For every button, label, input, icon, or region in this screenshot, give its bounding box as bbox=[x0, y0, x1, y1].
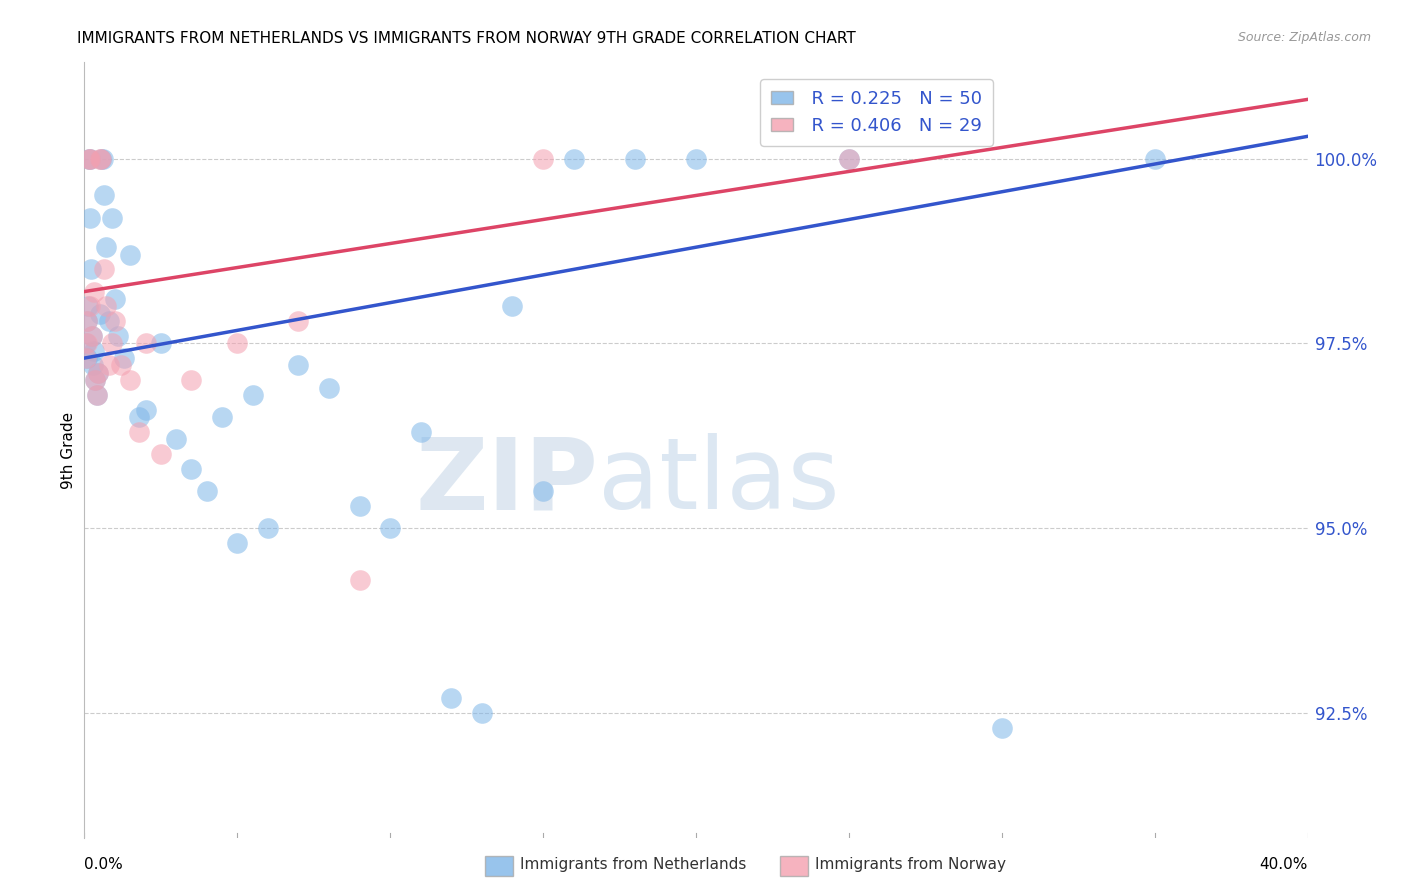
Point bbox=[120, 247, 142, 261]
Point bbox=[90, 152, 112, 166]
Point bbox=[180, 462, 202, 476]
Point bbox=[128, 425, 150, 439]
Point bbox=[226, 536, 249, 550]
Point bbox=[77, 152, 100, 166]
Point bbox=[93, 262, 115, 277]
Point bbox=[79, 211, 101, 225]
Point bbox=[89, 307, 111, 321]
Point bbox=[242, 388, 264, 402]
Point bbox=[91, 152, 114, 166]
Point bbox=[110, 359, 132, 373]
Point bbox=[991, 721, 1014, 735]
Point bbox=[112, 351, 135, 365]
Point bbox=[180, 373, 202, 387]
Point bbox=[84, 373, 107, 387]
Point bbox=[349, 499, 371, 513]
Point bbox=[318, 381, 340, 395]
Point bbox=[104, 314, 127, 328]
Point bbox=[471, 706, 494, 720]
Point bbox=[349, 573, 371, 587]
Point bbox=[149, 447, 172, 461]
Point bbox=[1143, 152, 1166, 166]
Point bbox=[107, 329, 129, 343]
Point bbox=[82, 359, 104, 373]
Point bbox=[128, 410, 150, 425]
Point bbox=[97, 359, 120, 373]
Point bbox=[838, 152, 860, 166]
Point bbox=[838, 152, 860, 166]
Point bbox=[149, 336, 172, 351]
Point bbox=[76, 314, 98, 328]
Point bbox=[135, 336, 157, 351]
Point bbox=[86, 388, 108, 402]
Point bbox=[77, 299, 100, 313]
Point bbox=[94, 240, 117, 254]
Point bbox=[76, 351, 98, 365]
Point bbox=[165, 433, 187, 447]
Point bbox=[76, 336, 98, 351]
Text: IMMIGRANTS FROM NETHERLANDS VS IMMIGRANTS FROM NORWAY 9TH GRADE CORRELATION CHAR: IMMIGRANTS FROM NETHERLANDS VS IMMIGRANT… bbox=[77, 31, 856, 46]
Text: 0.0%: 0.0% bbox=[84, 857, 124, 872]
Text: ZIP: ZIP bbox=[415, 433, 598, 530]
Point bbox=[97, 314, 120, 328]
Point bbox=[104, 292, 127, 306]
Point bbox=[531, 484, 554, 499]
Point bbox=[75, 351, 97, 365]
Text: Immigrants from Netherlands: Immigrants from Netherlands bbox=[520, 857, 747, 872]
Point bbox=[531, 152, 554, 166]
Point bbox=[624, 152, 647, 166]
Point bbox=[440, 691, 463, 706]
Point bbox=[226, 336, 249, 351]
Point bbox=[89, 152, 111, 166]
Point bbox=[685, 152, 707, 166]
Point bbox=[76, 314, 98, 328]
Point bbox=[75, 336, 97, 351]
Point bbox=[409, 425, 432, 439]
Y-axis label: 9th Grade: 9th Grade bbox=[60, 412, 76, 489]
Point bbox=[287, 314, 309, 328]
Point bbox=[101, 336, 124, 351]
Point bbox=[94, 299, 117, 313]
Point bbox=[562, 152, 585, 166]
Point bbox=[211, 410, 233, 425]
Point bbox=[380, 521, 402, 535]
Point bbox=[86, 388, 108, 402]
Point bbox=[120, 373, 142, 387]
Point bbox=[87, 366, 110, 380]
Point bbox=[83, 343, 105, 358]
Text: Immigrants from Norway: Immigrants from Norway bbox=[815, 857, 1007, 872]
Point bbox=[87, 366, 110, 380]
Point bbox=[79, 152, 101, 166]
Point bbox=[77, 152, 100, 166]
Point bbox=[257, 521, 280, 535]
Point bbox=[101, 211, 124, 225]
Point bbox=[83, 285, 105, 299]
Point bbox=[79, 299, 101, 313]
Text: atlas: atlas bbox=[598, 433, 839, 530]
Point bbox=[93, 188, 115, 202]
Point bbox=[79, 152, 101, 166]
Legend:   R = 0.225   N = 50,   R = 0.406   N = 29: R = 0.225 N = 50, R = 0.406 N = 29 bbox=[761, 79, 993, 146]
Point bbox=[135, 402, 157, 417]
Point bbox=[195, 484, 218, 499]
Point bbox=[502, 299, 524, 313]
Point bbox=[287, 359, 309, 373]
Point bbox=[80, 329, 103, 343]
Point bbox=[84, 373, 107, 387]
Point bbox=[80, 262, 103, 277]
Point bbox=[90, 152, 112, 166]
Text: Source: ZipAtlas.com: Source: ZipAtlas.com bbox=[1237, 31, 1371, 45]
Text: 40.0%: 40.0% bbox=[1260, 857, 1308, 872]
Point bbox=[80, 329, 103, 343]
